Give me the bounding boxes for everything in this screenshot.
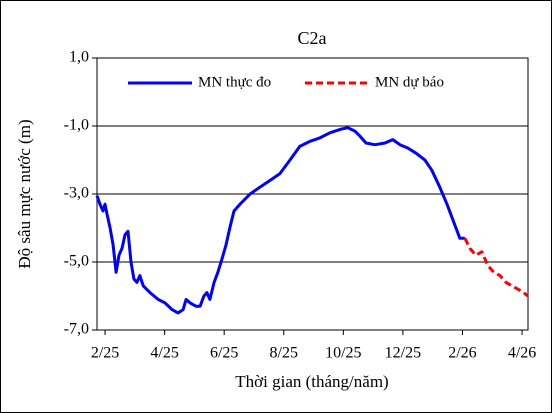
x-axis-label: Thời gian (tháng/năm) (235, 372, 388, 391)
chart-title: C2a (298, 28, 327, 48)
x-tick-label: 6/25 (210, 345, 238, 362)
legend-label: MN thực đo (198, 74, 271, 90)
x-tick-label: 10/25 (325, 345, 361, 362)
data-line (463, 237, 529, 298)
data-line (95, 126, 465, 315)
x-tick-label: 2/26 (448, 345, 476, 362)
x-tick-label: 4/25 (150, 345, 178, 362)
y-axis-label: Độ sâu mực nước (m) (15, 119, 34, 268)
legend-label: MN dự báo (375, 74, 444, 90)
x-tick-label: 12/25 (385, 345, 421, 362)
x-tick-label: 2/25 (91, 345, 119, 362)
y-tick-label: -1,0 (64, 117, 89, 134)
y-tick-label: -7,0 (64, 321, 89, 338)
y-tick-label: 1,0 (69, 49, 89, 66)
x-tick-label: 8/25 (270, 345, 298, 362)
x-tick-label: 4/26 (508, 345, 536, 362)
y-tick-label: -5,0 (64, 253, 89, 270)
y-tick-label: -3,0 (64, 185, 89, 202)
